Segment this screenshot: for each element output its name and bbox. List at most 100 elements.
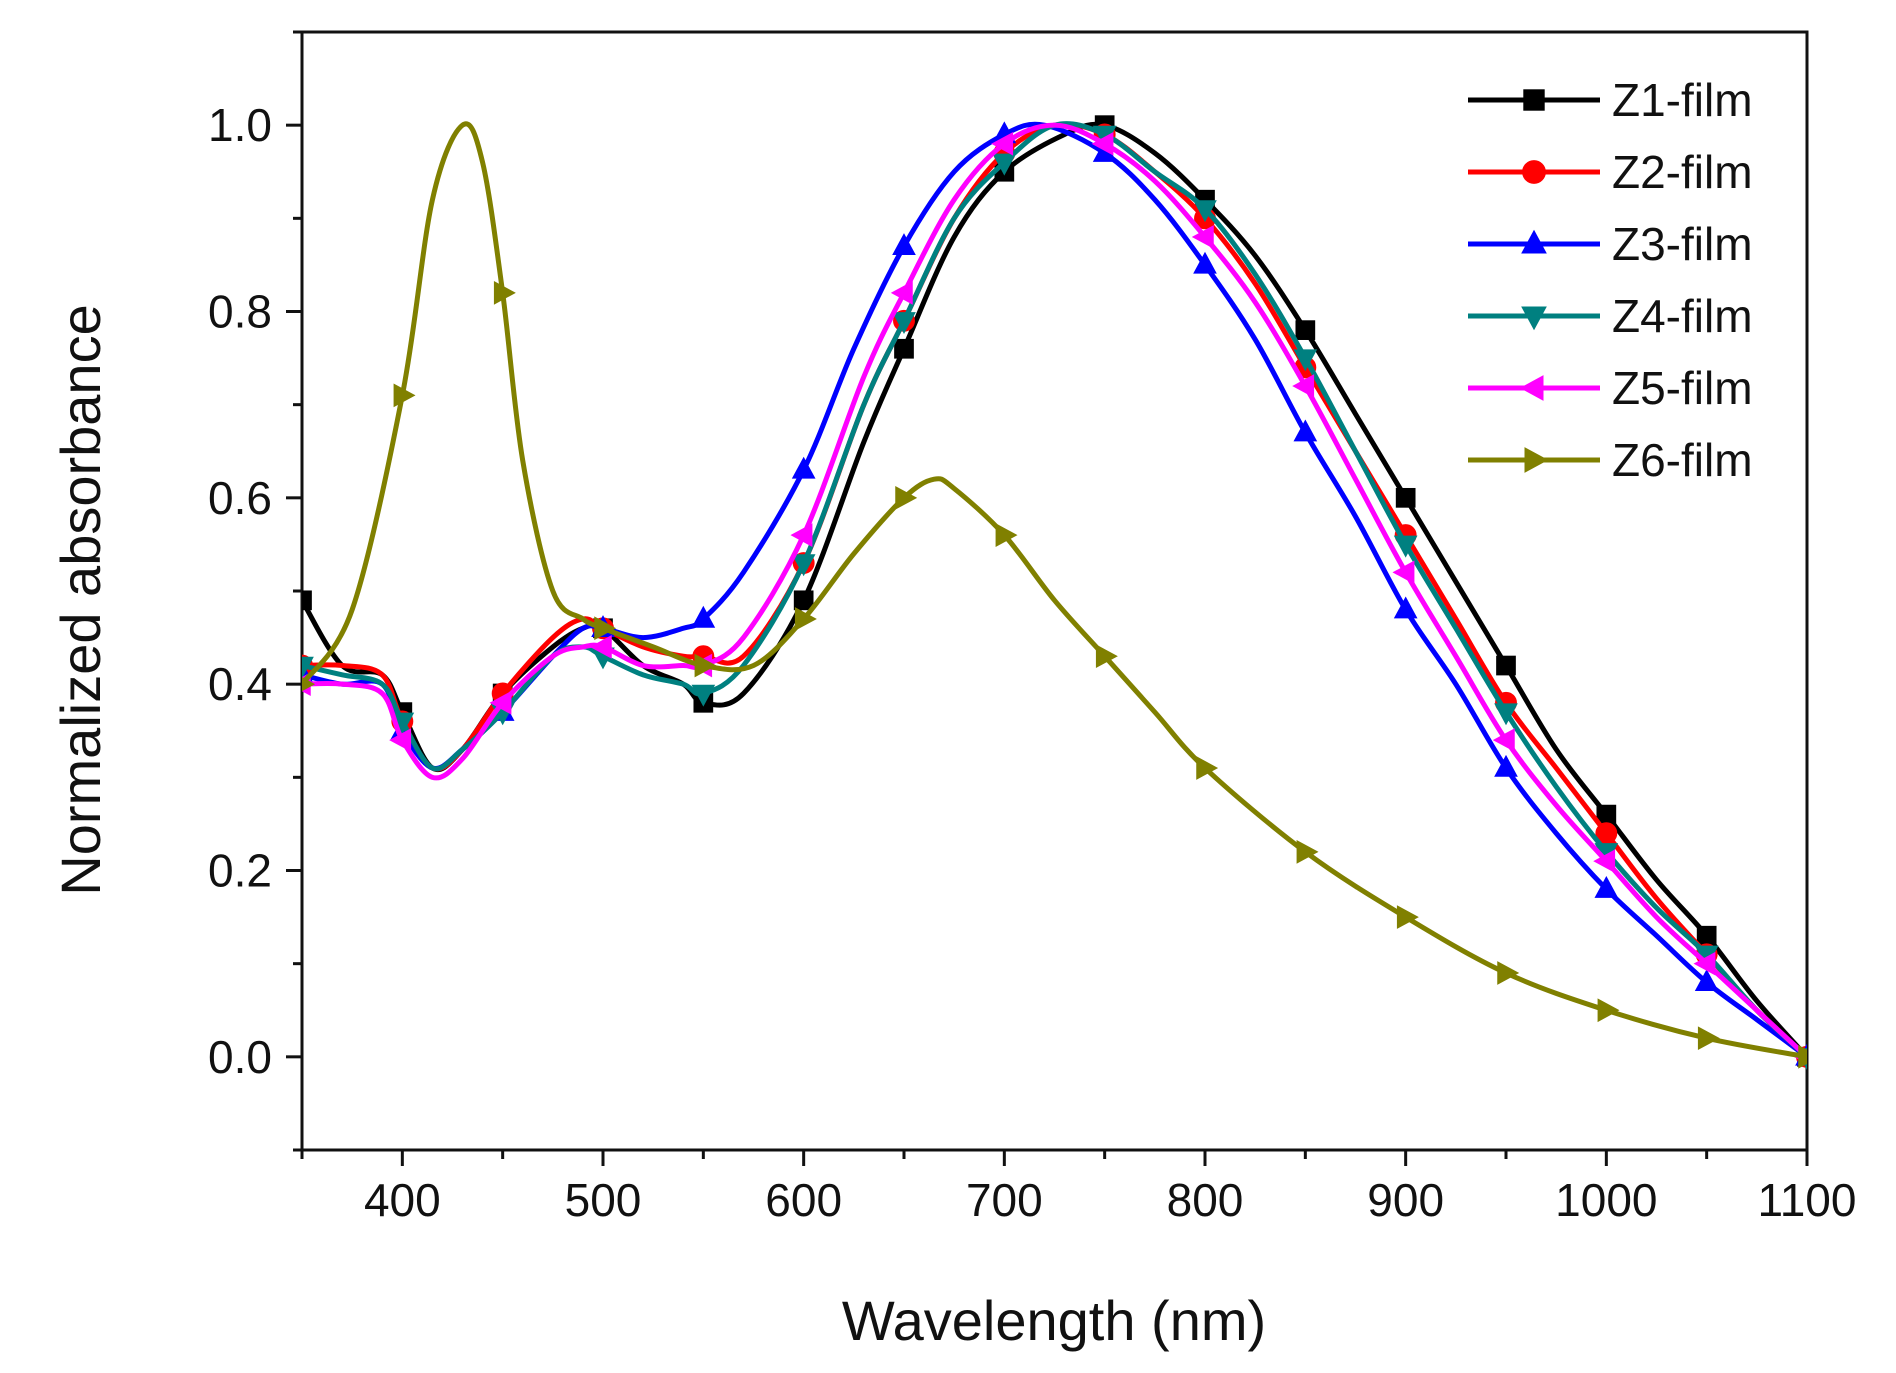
data-point-Z4-film (302, 656, 314, 679)
x-tick-label: 1000 (1555, 1174, 1657, 1226)
data-point-Z4-film (791, 554, 816, 577)
legend-marker-Z6-film (1524, 447, 1549, 473)
y-axis: 0.0 0.2 0.4 0.6 0.8 1.0 (208, 30, 302, 1152)
data-point-Z4-film (1293, 349, 1318, 372)
data-point-Z5-film (1492, 728, 1515, 752)
series-Z6-film (302, 121, 1807, 1069)
series-line-Z3-film (302, 121, 1807, 1059)
legend-label-Z3-film: Z3-film (1612, 218, 1753, 270)
legend-marker-Z1-film (1523, 89, 1545, 111)
legend-label-Z5-film: Z5-film (1612, 362, 1753, 414)
legend-marker-Z5-film (1519, 375, 1544, 401)
data-point-Z1-film (1295, 320, 1316, 340)
data-point-Z6-film (1697, 1026, 1720, 1051)
series-Z5-film (302, 122, 1807, 1064)
data-point-Z5-film (1693, 951, 1716, 976)
legend-marker-Z3-film (1521, 229, 1547, 254)
data-point-Z6-film (1095, 644, 1118, 669)
data-point-Z3-film (1393, 596, 1418, 619)
series-Z3-film (302, 121, 1807, 1066)
data-point-Z4-film (691, 684, 716, 707)
data-point-Z6-film (493, 281, 516, 305)
x-tick-label: 1100 (1758, 1174, 1857, 1226)
data-point-Z3-film (1193, 251, 1217, 274)
series-line-Z6-film (302, 121, 1807, 1060)
legend-label-Z1-film: Z1-film (1612, 74, 1753, 126)
data-point-Z5-film (389, 728, 412, 752)
data-point-Z4-film (1193, 200, 1217, 223)
series-line-Z4-film (302, 121, 1807, 1059)
legend-item-Z4-film: Z4-film (1468, 290, 1753, 342)
data-point-Z5-film (991, 131, 1014, 156)
legend-item-Z5-film: Z5-film (1468, 362, 1753, 414)
data-point-Z3-film (1594, 875, 1619, 898)
y-axis-title: Normalized absorbance (49, 304, 112, 895)
data-point-Z4-film (1494, 703, 1518, 726)
data-point-Z4-film (992, 153, 1017, 176)
x-tick-label: 600 (765, 1174, 842, 1226)
data-point-Z1-film (894, 338, 914, 359)
legend-item-Z2-film: Z2-film (1468, 146, 1753, 198)
legend-label-Z6-film: Z6-film (1612, 434, 1753, 486)
data-point-Z6-film (895, 485, 918, 510)
data-point-Z1-film (793, 590, 814, 611)
series-line-Z1-film (302, 121, 1807, 1059)
legend: Z1-film Z2-film Z3-film Z4-film Z5-film Z6-fi… (1468, 74, 1753, 486)
data-point-Z1-film (302, 590, 312, 611)
series-Z1-film (302, 115, 1807, 1067)
data-point-Z6-film (594, 616, 617, 641)
data-point-Z3-film (892, 233, 916, 256)
data-point-Z6-film (995, 523, 1018, 547)
data-point-Z5-film (1292, 374, 1315, 398)
data-point-Z3-film (1494, 754, 1518, 777)
series-line-Z5-film (302, 122, 1807, 1059)
series-Z4-film (302, 121, 1807, 1070)
data-point-Z5-film (1191, 225, 1214, 249)
legend-label-Z4-film: Z4-film (1612, 290, 1753, 342)
legend-item-Z1-film: Z1-film (1468, 74, 1753, 126)
data-point-Z6-film (1396, 905, 1419, 929)
data-point-Z6-film (1597, 998, 1620, 1023)
data-point-Z4-film (892, 312, 916, 334)
y-tick-label: 0.8 (208, 286, 272, 338)
x-tick-label: 500 (565, 1174, 642, 1226)
x-axis-title: Wavelength (nm) (842, 1289, 1266, 1352)
data-point-Z5-film (589, 635, 612, 659)
plot-frame (300, 30, 1809, 1152)
x-tick-label: 700 (966, 1174, 1043, 1226)
legend-item-Z3-film: Z3-film (1468, 218, 1753, 270)
y-tick-label: 1.0 (208, 99, 272, 151)
data-point-Z6-film (794, 607, 817, 631)
data-point-Z5-film (1593, 849, 1616, 874)
x-tick-label: 800 (1167, 1174, 1244, 1226)
data-point-Z1-film (1496, 655, 1516, 676)
data-point-Z3-film (791, 456, 816, 479)
data-point-Z6-film (1798, 1044, 1807, 1069)
legend-label-Z2-film: Z2-film (1612, 146, 1753, 198)
x-tick-label: 400 (364, 1174, 441, 1226)
legend-marker-Z2-film (1522, 160, 1546, 184)
data-point-Z4-film (1393, 535, 1418, 558)
data-point-Z6-film (1296, 840, 1319, 864)
y-tick-label: 0.2 (208, 845, 272, 897)
data-point-Z6-film (393, 383, 416, 408)
y-tick-label: 0.6 (208, 472, 272, 524)
data-point-Z1-film (1696, 925, 1717, 946)
y-tick-label: 0.0 (208, 1031, 272, 1083)
x-axis: 400 500 600 700 800 900 1000 1100 (300, 1150, 1857, 1226)
data-point-Z6-film (1196, 756, 1219, 780)
data-point-Z5-film (1091, 131, 1114, 156)
series-line-Z2-film (302, 121, 1807, 1059)
data-point-Z5-film (790, 523, 813, 547)
legend-item-Z6-film: Z6-film (1468, 434, 1753, 486)
data-point-Z5-film (489, 690, 512, 715)
data-point-Z5-film (1392, 560, 1415, 585)
series-Z2-film (302, 121, 1807, 1068)
series-group (302, 115, 1807, 1070)
x-tick-label: 900 (1367, 1174, 1444, 1226)
data-point-Z3-film (691, 605, 716, 628)
data-point-Z5-film (890, 281, 913, 305)
data-point-Z6-film (1497, 961, 1520, 985)
